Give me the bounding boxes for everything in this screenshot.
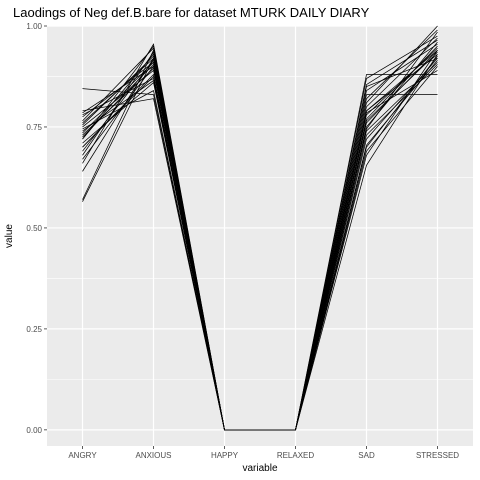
y-tick-labels: 0.00 0.25 0.50 0.75 1.00 [26,22,47,435]
y-tick-label: 0.50 [26,224,42,233]
x-tick-label: HAPPY [211,451,239,460]
x-tick-label: ANGRY [68,451,97,460]
y-tick-label: 0.75 [26,123,42,132]
y-tick-label: 1.00 [26,22,42,31]
y-tick-label: 0.25 [26,325,42,334]
y-axis-title: value [4,224,15,248]
chart-title: Laodings of Neg def.B.bare for dataset M… [13,5,370,20]
x-tick-labels: ANGRY ANXIOUS HAPPY RELAXED SAD STRESSED [68,446,459,460]
x-tick-label: STRESSED [416,451,459,460]
y-tick-label: 0.00 [26,426,42,435]
series-line [82,53,438,431]
x-tick-label: RELAXED [277,451,315,460]
x-tick-label: SAD [358,451,375,460]
series-lines [82,25,438,431]
x-tick-label: ANXIOUS [135,451,171,460]
x-axis-title: variable [242,463,277,474]
plot-panel [47,26,473,446]
